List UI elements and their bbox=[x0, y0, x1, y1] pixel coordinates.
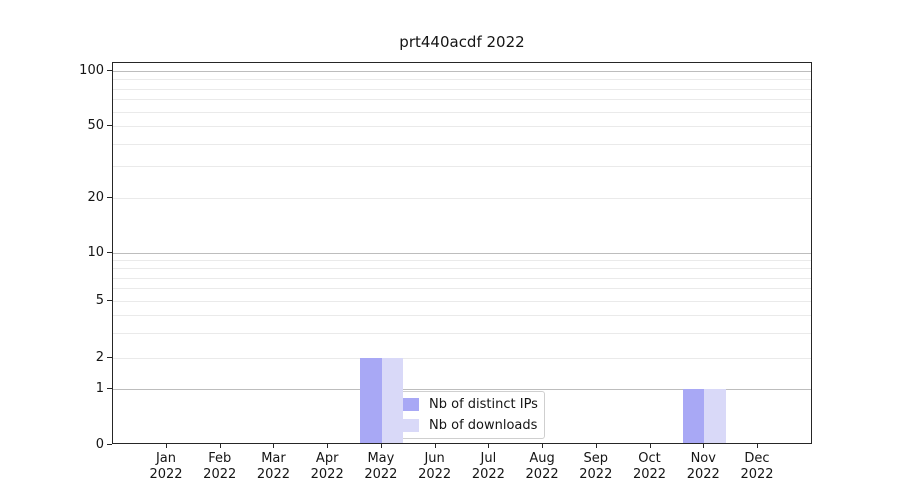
x-tick-mark bbox=[595, 444, 597, 448]
x-tick-mark bbox=[488, 444, 490, 448]
gridline-minor bbox=[113, 314, 811, 316]
legend-label-distinct-ips: Nb of distinct IPs bbox=[429, 397, 538, 412]
x-tick-mark bbox=[703, 444, 705, 448]
y-tick-mark bbox=[107, 300, 112, 301]
gridline-minor bbox=[113, 358, 811, 359]
y-tick-label: 10 bbox=[87, 244, 104, 260]
bar-downloads-may bbox=[381, 358, 404, 443]
x-tick-label-jan: Jan 2022 bbox=[149, 451, 183, 482]
x-tick-mark bbox=[166, 444, 167, 448]
y-tick-label: 0 bbox=[95, 436, 104, 452]
y-tick-label: 50 bbox=[87, 117, 104, 133]
x-tick-label-sep: Sep 2022 bbox=[579, 451, 613, 482]
y-tick-label: 1 bbox=[95, 380, 104, 396]
bar-distinct-ips-may bbox=[360, 358, 382, 443]
x-tick-mark bbox=[756, 444, 758, 448]
gridline-minor bbox=[113, 260, 811, 262]
y-tick-label: 5 bbox=[95, 292, 104, 308]
x-tick-label-jul: Jul 2022 bbox=[471, 451, 505, 482]
y-tick-label: 2 bbox=[95, 349, 104, 365]
gridline-minor bbox=[113, 277, 811, 279]
gridline-major bbox=[113, 389, 811, 390]
y-tick-mark bbox=[107, 388, 112, 389]
x-tick-mark bbox=[434, 444, 436, 448]
gridline-minor bbox=[113, 126, 811, 127]
y-tick-mark bbox=[107, 252, 112, 253]
y-tick-mark bbox=[107, 357, 112, 358]
gridline-minor bbox=[113, 99, 811, 101]
y-tick-label: 20 bbox=[87, 189, 104, 205]
gridline-minor bbox=[113, 166, 811, 168]
y-tick-mark bbox=[107, 197, 112, 198]
bar-downloads-nov bbox=[704, 389, 726, 443]
gridline-minor bbox=[113, 268, 811, 270]
gridline-minor bbox=[113, 88, 811, 90]
x-tick-label-oct: Oct 2022 bbox=[632, 451, 667, 482]
y-tick-mark bbox=[107, 444, 112, 445]
x-tick-label-dec: Dec 2022 bbox=[740, 451, 774, 482]
x-tick-mark bbox=[219, 444, 221, 448]
gridline-minor bbox=[113, 79, 811, 81]
x-tick-label-may: May 2022 bbox=[364, 451, 398, 482]
gridline-minor bbox=[113, 143, 811, 145]
gridline-minor bbox=[113, 111, 811, 113]
x-tick-label-nov: Nov 2022 bbox=[686, 451, 720, 482]
gridline-minor bbox=[113, 301, 811, 302]
x-tick-label-feb: Feb 2022 bbox=[203, 451, 237, 482]
x-tick-mark bbox=[380, 444, 382, 448]
x-tick-label-aug: Aug 2022 bbox=[525, 451, 559, 482]
x-tick-label-jun: Jun 2022 bbox=[418, 451, 452, 482]
x-tick-mark bbox=[542, 444, 544, 448]
x-tick-mark bbox=[273, 444, 275, 448]
legend-entry-downloads: Nb of downloads bbox=[388, 418, 538, 433]
y-tick-mark bbox=[107, 70, 112, 71]
gridline-minor bbox=[113, 332, 811, 334]
gridline-major bbox=[113, 71, 811, 72]
y-tick-label: 100 bbox=[79, 62, 104, 78]
plot-area: Nb of distinct IPs Nb of downloads bbox=[112, 62, 812, 444]
gridline-minor bbox=[113, 288, 811, 290]
x-tick-mark bbox=[327, 444, 329, 448]
gridline-major bbox=[113, 253, 811, 254]
x-tick-mark bbox=[649, 444, 651, 448]
legend: Nb of distinct IPs Nb of downloads bbox=[379, 391, 545, 439]
x-tick-label-mar: Mar 2022 bbox=[256, 451, 290, 482]
bar-distinct-ips-nov bbox=[682, 389, 705, 443]
x-tick-label-apr: Apr 2022 bbox=[310, 451, 344, 482]
legend-label-downloads: Nb of downloads bbox=[429, 418, 538, 433]
legend-entry-distinct-ips: Nb of distinct IPs bbox=[388, 397, 538, 412]
chart-title: prt440acdf 2022 bbox=[399, 33, 525, 51]
y-tick-mark bbox=[107, 125, 112, 126]
gridline-minor bbox=[113, 198, 811, 199]
